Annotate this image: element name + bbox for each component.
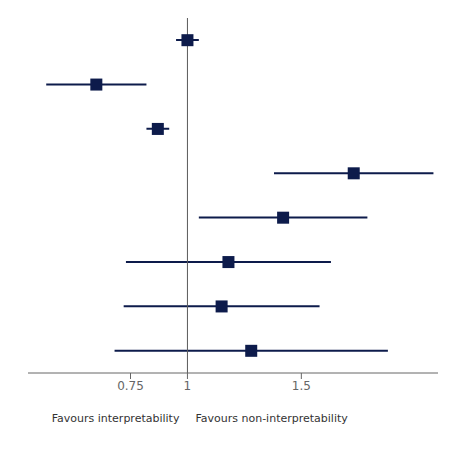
html-text:Favours interpretability: Favours interpretability	[51, 412, 180, 425]
html-text:Favours non-interpretability: Favours non-interpretability	[195, 412, 348, 425]
svg-text:0.75: 0.75	[117, 379, 144, 393]
svg-text:1.5: 1.5	[292, 379, 311, 393]
svg-text:1: 1	[184, 379, 192, 393]
